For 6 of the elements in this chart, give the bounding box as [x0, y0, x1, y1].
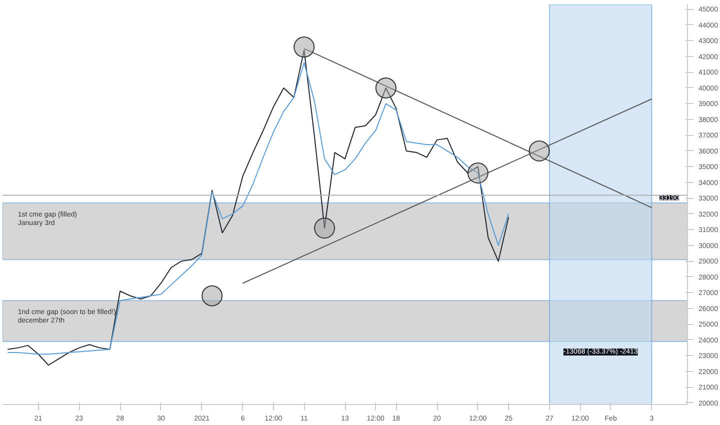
point — [314, 218, 336, 239]
point — [375, 77, 396, 98]
point — [202, 285, 223, 306]
point — [467, 162, 488, 184]
point — [528, 140, 550, 162]
point — [294, 36, 315, 58]
